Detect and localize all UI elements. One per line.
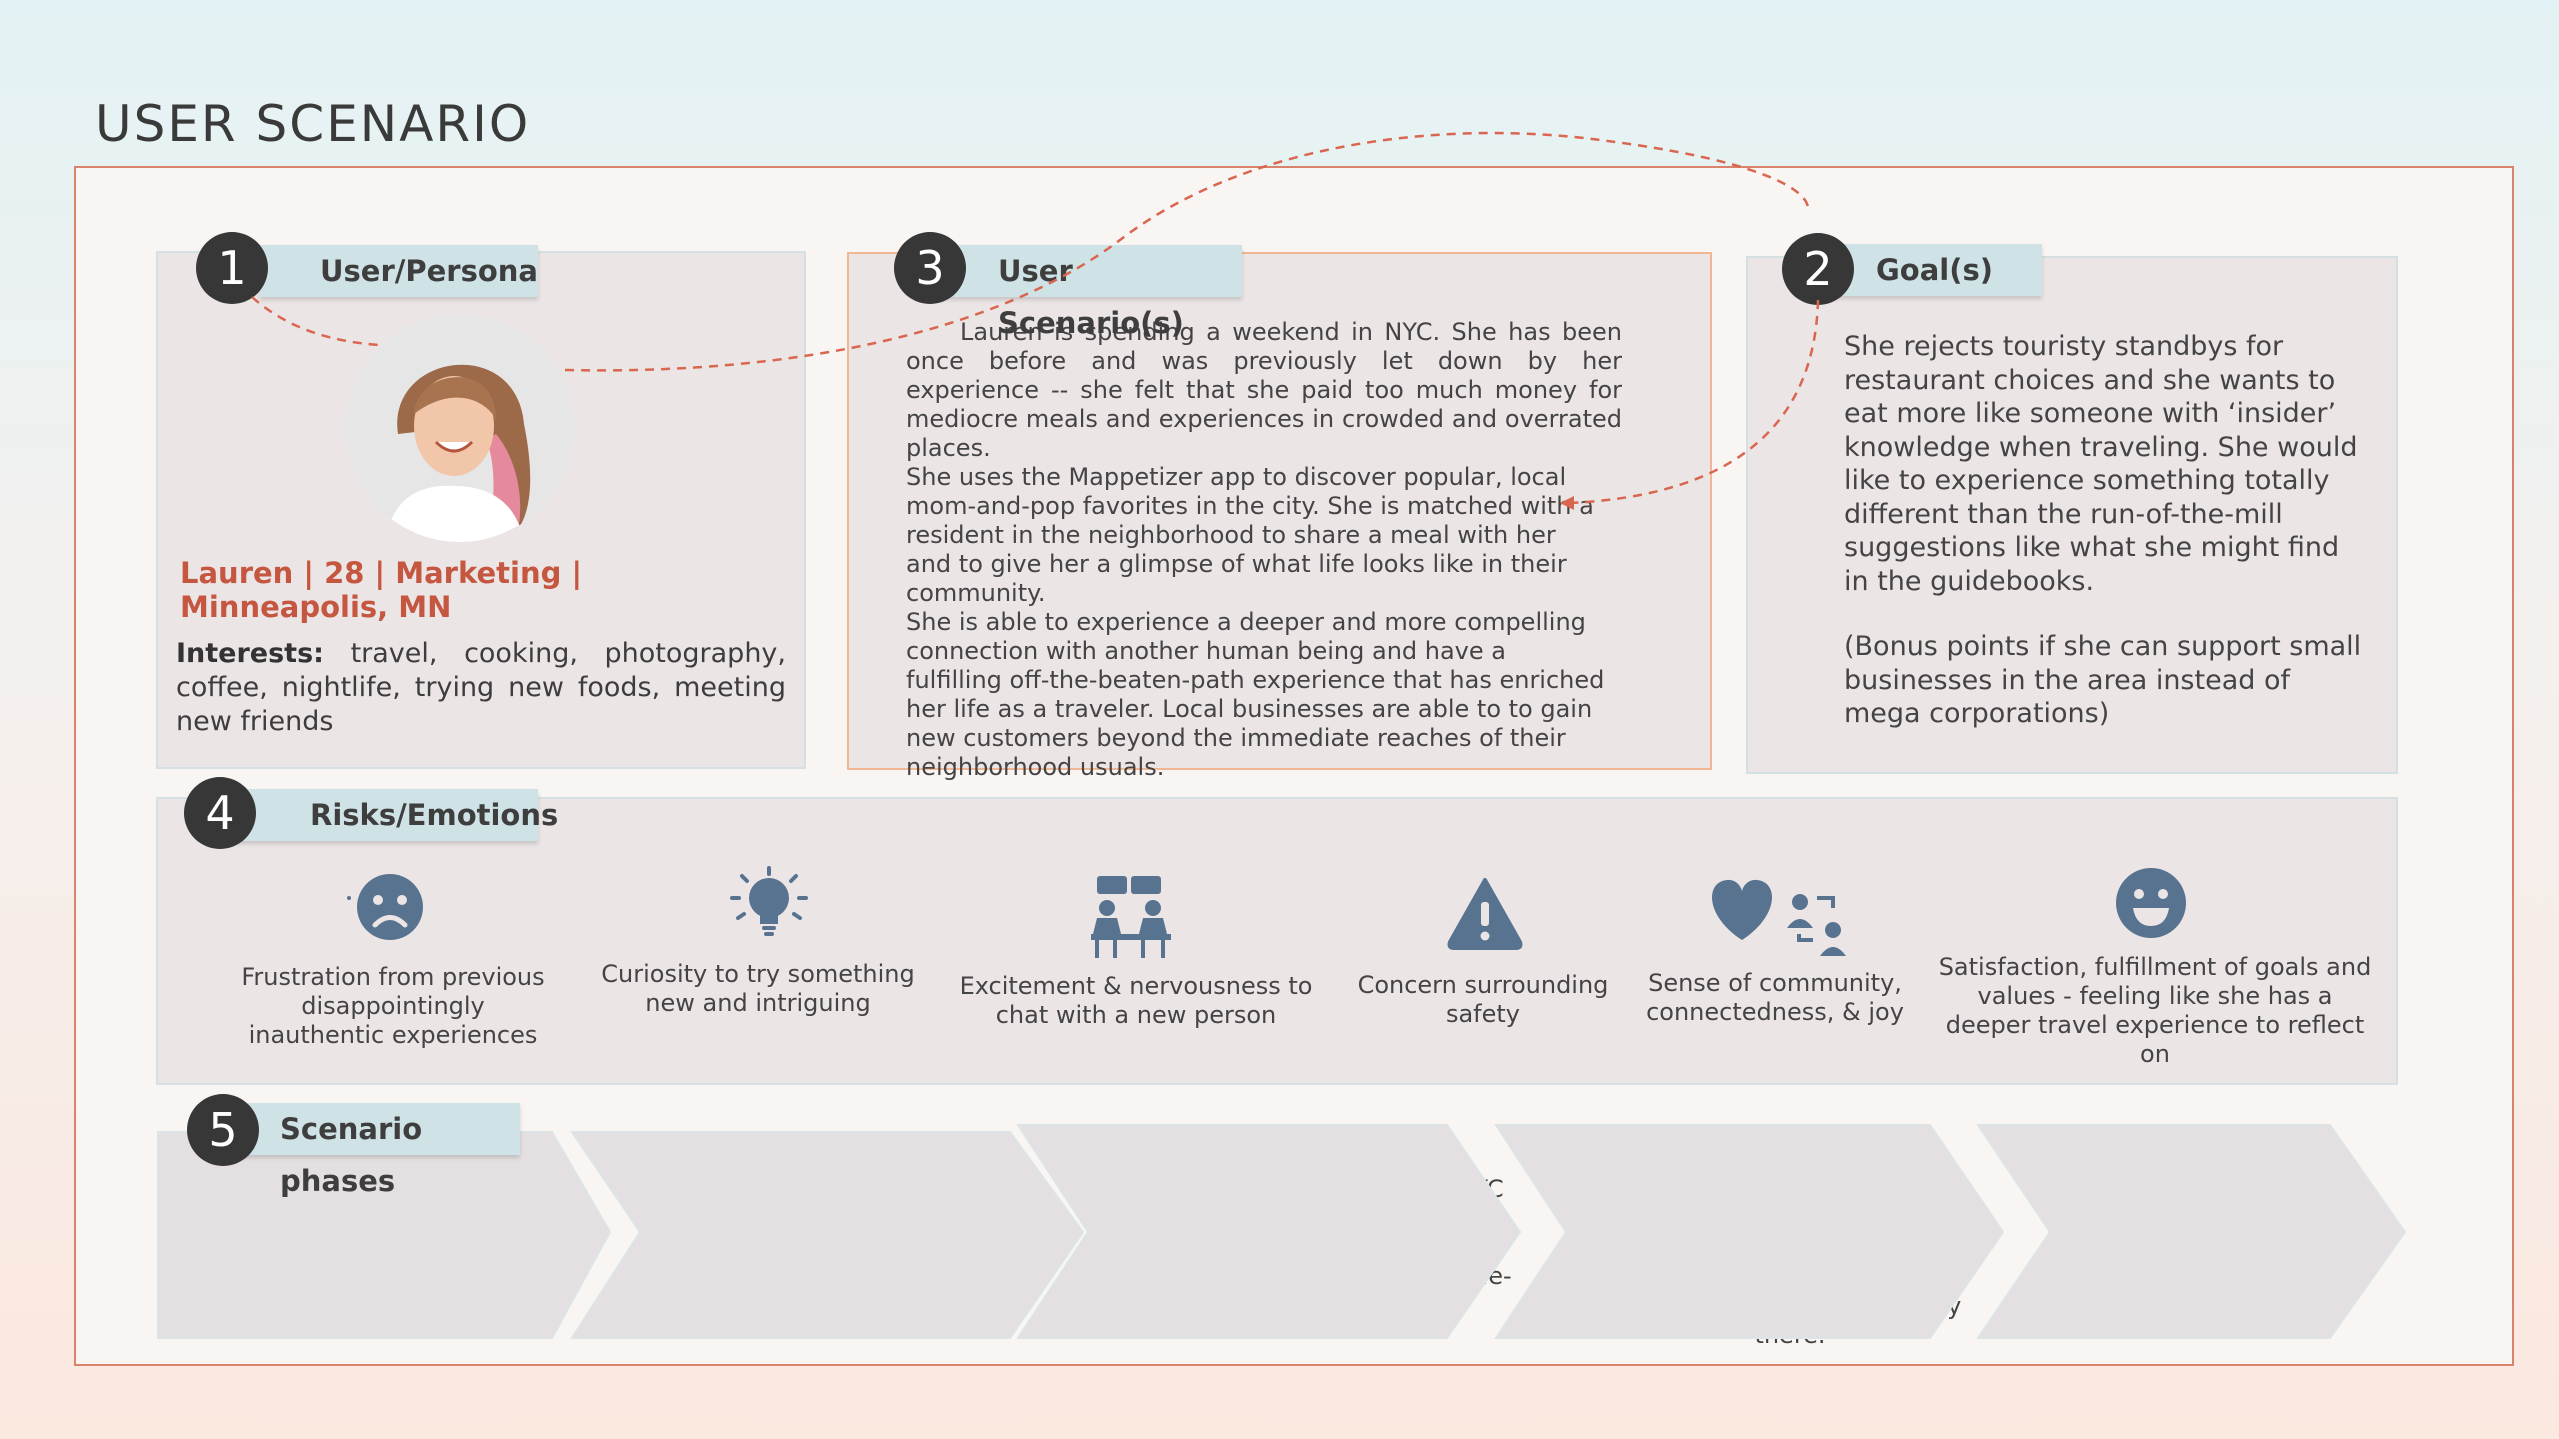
lightbulb-icon (730, 866, 808, 936)
step-number-2: 2 (1782, 233, 1854, 305)
step-number-5: 5 (187, 1094, 259, 1166)
goals-paragraph-1: She rejects touristy standbys for restau… (1844, 331, 2358, 597)
risks-tab: Risks/Emotions (226, 789, 558, 841)
page-title: USER SCENARIO (95, 95, 531, 153)
phases-tab: Scenario phases (222, 1103, 520, 1198)
heart-community-icon (1712, 879, 1846, 956)
scenario-tab: User Scenario(s) (936, 245, 1242, 340)
emotion-label-frustration: Frustration from previous disappointingl… (241, 963, 545, 1049)
persona-tab-label: User/Persona (320, 254, 538, 288)
step-number-3: 3 (894, 232, 966, 304)
goals-tab: Goal(s) (1820, 244, 2042, 296)
scenario-paragraph-3: She is able to experience a deeper and m… (906, 608, 1605, 781)
step-number-1: 1 (196, 232, 268, 304)
risks-card (156, 797, 2398, 1085)
step-number-4: 4 (184, 777, 256, 849)
emotion-label-community: Sense of community, connectedness, & joy (1646, 969, 1904, 1026)
scenario-paragraph-2: She uses the Mappetizer app to discover … (906, 463, 1594, 607)
emotion-label-satisfaction: Satisfaction, fulfillment of goals and v… (1938, 953, 2372, 1068)
persona-tab: User/Persona (260, 245, 538, 297)
goals-paragraph-2: (Bonus points if she can support small b… (1844, 631, 2362, 729)
risks-tab-label: Risks/Emotions (310, 798, 559, 832)
warning-icon (1447, 878, 1523, 950)
scenario-tab-label: User Scenario(s) (998, 254, 1184, 340)
chat-people-icon (1091, 876, 1171, 958)
sad-face-icon (347, 874, 423, 940)
interests-text: travel, cooking, photography, coffee, ni… (176, 638, 786, 737)
happy-face-icon (2116, 868, 2186, 938)
goals-tab-label: Goal(s) (1876, 253, 1994, 287)
persona-interests: Interests: travel, cooking, photography,… (176, 637, 786, 739)
avatar (346, 314, 574, 542)
interests-label: Interests: (176, 638, 324, 669)
phases-tab-label: Scenario phases (280, 1112, 423, 1198)
persona-name: Lauren | 28 | Marketing | Minneapolis, M… (180, 556, 583, 624)
emotion-label-excitement: Excitement & nervousness to chat with a … (959, 972, 1313, 1029)
goals-card (1746, 256, 2398, 774)
emotion-label-curiosity: Curiosity to try something new and intri… (601, 960, 915, 1017)
emotion-label-concern: Concern surrounding safety (1357, 971, 1609, 1028)
persona-photo (346, 314, 574, 542)
